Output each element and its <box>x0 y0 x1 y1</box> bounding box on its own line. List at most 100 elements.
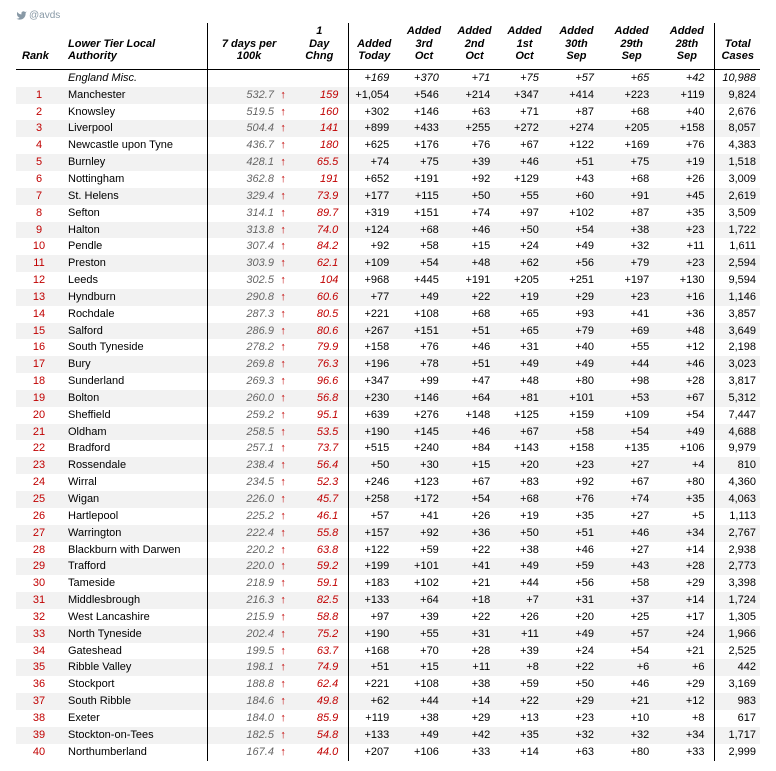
total-cell: 983 <box>715 693 760 710</box>
chng-cell: 84.2 <box>290 238 349 255</box>
up-arrow-icon: ↑ <box>276 154 290 171</box>
table-row: 20Sheffield259.2↑95.1+639+276+148+125+15… <box>16 407 760 424</box>
d5-cell: +54 <box>604 643 659 660</box>
chng-cell: 160 <box>290 104 349 121</box>
d6-cell: +130 <box>659 272 715 289</box>
name-cell: Bury <box>62 356 207 373</box>
chng-cell: 73.9 <box>290 188 349 205</box>
up-arrow-icon: ↑ <box>276 542 290 559</box>
name-cell: Warrington <box>62 525 207 542</box>
d6-cell: +26 <box>659 171 715 188</box>
d6-cell: +23 <box>659 255 715 272</box>
chng-cell: 79.9 <box>290 339 349 356</box>
rank-cell: 22 <box>16 440 62 457</box>
d3-cell: +11 <box>500 626 549 643</box>
d2-cell: +29 <box>449 710 500 727</box>
d0-cell: +74 <box>349 154 399 171</box>
d4-cell: +93 <box>549 306 604 323</box>
table-row: 32West Lancashire215.9↑58.8+97+39+22+26+… <box>16 609 760 626</box>
d0-cell: +207 <box>349 744 399 761</box>
d1-cell: +39 <box>399 609 449 626</box>
d4-cell: +51 <box>549 154 604 171</box>
per100-cell: 259.2 <box>207 407 276 424</box>
total-cell: 2,619 <box>715 188 760 205</box>
d1-cell: +445 <box>399 272 449 289</box>
total-cell: 9,979 <box>715 440 760 457</box>
total-cell: 3,857 <box>715 306 760 323</box>
d0-cell: +92 <box>349 238 399 255</box>
per100-cell: 278.2 <box>207 339 276 356</box>
d5-cell: +68 <box>604 171 659 188</box>
rank-cell: 4 <box>16 137 62 154</box>
d5-cell: +98 <box>604 373 659 390</box>
handle-text: @avds <box>29 10 60 21</box>
chng-cell: 52.3 <box>290 474 349 491</box>
d4-cell: +32 <box>549 727 604 744</box>
d2-cell: +36 <box>449 525 500 542</box>
per100-cell: 307.4 <box>207 238 276 255</box>
hdr-rank: Rank <box>16 23 62 69</box>
table-row: 18Sunderland269.3↑96.6+347+99+47+48+80+9… <box>16 373 760 390</box>
name-cell: South Ribble <box>62 693 207 710</box>
d1-cell: +108 <box>399 676 449 693</box>
per100-cell: 362.8 <box>207 171 276 188</box>
name-cell: South Tyneside <box>62 339 207 356</box>
table-row: 24Wirral234.5↑52.3+246+123+67+83+92+67+8… <box>16 474 760 491</box>
per100-cell: 287.3 <box>207 306 276 323</box>
name-cell: Halton <box>62 222 207 239</box>
d3-cell: +48 <box>500 373 549 390</box>
name-cell: North Tyneside <box>62 626 207 643</box>
up-arrow-icon: ↑ <box>276 457 290 474</box>
d1-cell: +176 <box>399 137 449 154</box>
total-cell: 617 <box>715 710 760 727</box>
d5-cell: +55 <box>604 339 659 356</box>
chng-cell: 89.7 <box>290 205 349 222</box>
up-arrow-icon: ↑ <box>276 289 290 306</box>
d4-cell: +40 <box>549 339 604 356</box>
hdr-total: TotalCases <box>715 23 760 69</box>
misc-d3: +75 <box>500 69 549 86</box>
per100-cell: 257.1 <box>207 440 276 457</box>
per100-cell: 313.8 <box>207 222 276 239</box>
up-arrow-icon: ↑ <box>276 104 290 121</box>
chng-cell: 80.5 <box>290 306 349 323</box>
hdr-d6: Added28th Sep <box>659 23 715 69</box>
name-cell: Northumberland <box>62 744 207 761</box>
d6-cell: +67 <box>659 390 715 407</box>
d1-cell: +49 <box>399 727 449 744</box>
d0-cell: +168 <box>349 643 399 660</box>
per100-cell: 184.0 <box>207 710 276 727</box>
per100-cell: 222.4 <box>207 525 276 542</box>
d3-cell: +83 <box>500 474 549 491</box>
table-row: 28Blackburn with Darwen220.2↑63.8+122+59… <box>16 542 760 559</box>
d6-cell: +14 <box>659 592 715 609</box>
d5-cell: +46 <box>604 676 659 693</box>
total-cell: 1,305 <box>715 609 760 626</box>
d4-cell: +49 <box>549 626 604 643</box>
rank-cell: 32 <box>16 609 62 626</box>
d4-cell: +63 <box>549 744 604 761</box>
d3-cell: +65 <box>500 323 549 340</box>
per100-cell: 167.4 <box>207 744 276 761</box>
total-cell: 1,717 <box>715 727 760 744</box>
d6-cell: +34 <box>659 525 715 542</box>
d6-cell: +46 <box>659 356 715 373</box>
d3-cell: +50 <box>500 525 549 542</box>
d3-cell: +59 <box>500 676 549 693</box>
d6-cell: +16 <box>659 289 715 306</box>
per100-cell: 238.4 <box>207 457 276 474</box>
rank-cell: 26 <box>16 508 62 525</box>
name-cell: Bradford <box>62 440 207 457</box>
d6-cell: +29 <box>659 676 715 693</box>
up-arrow-icon: ↑ <box>276 474 290 491</box>
up-arrow-icon: ↑ <box>276 222 290 239</box>
misc-d6: +42 <box>659 69 715 86</box>
rank-cell: 36 <box>16 676 62 693</box>
d2-cell: +33 <box>449 744 500 761</box>
table-row: 39Stockton-on-Tees182.5↑54.8+133+49+42+3… <box>16 727 760 744</box>
table-row: 5Burnley428.1↑65.5+74+75+39+46+51+75+191… <box>16 154 760 171</box>
d2-cell: +28 <box>449 643 500 660</box>
rank-cell: 6 <box>16 171 62 188</box>
d3-cell: +13 <box>500 710 549 727</box>
d6-cell: +34 <box>659 727 715 744</box>
